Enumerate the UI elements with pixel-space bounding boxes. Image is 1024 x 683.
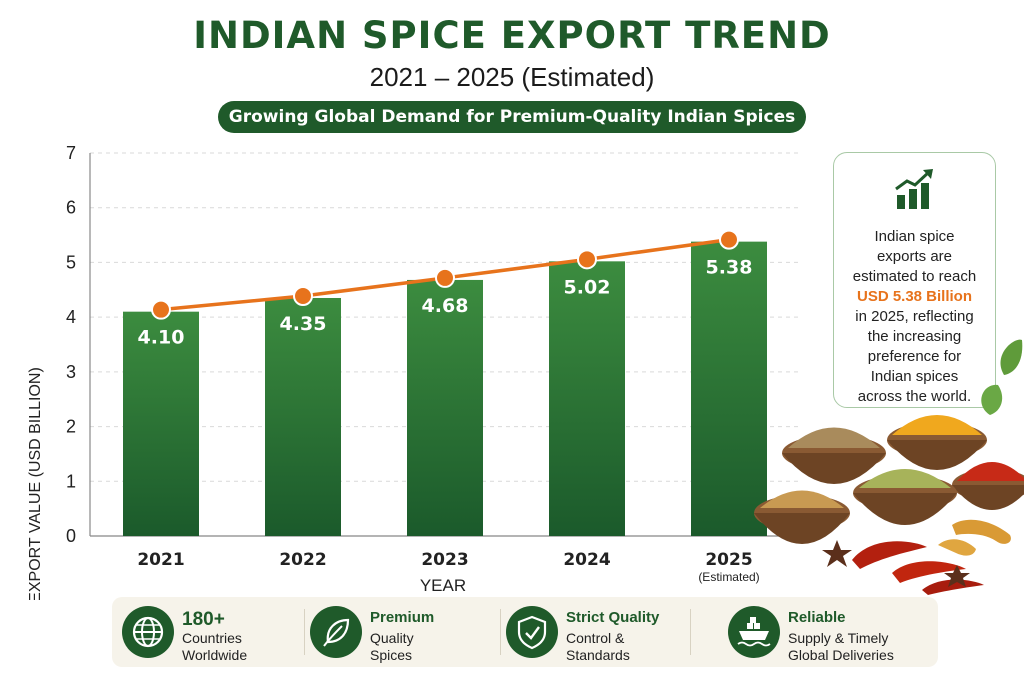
x-tick-label: 2021: [137, 550, 184, 570]
bars: [123, 241, 767, 536]
feature-title: Strict Quality: [566, 609, 660, 626]
spice-bowls-illustration: [754, 339, 1024, 595]
value-label: 5.02: [564, 276, 611, 298]
y-tick-label: 1: [66, 471, 76, 491]
value-label: 4.10: [138, 327, 185, 349]
globe-icon: [132, 616, 164, 648]
y-tick-label: 6: [66, 198, 76, 218]
y-tick-label: 7: [66, 143, 76, 163]
page-subtitle: 2021 – 2025 (Estimated): [369, 62, 655, 92]
trend-point: [293, 285, 313, 306]
bar-2025: [691, 241, 767, 536]
trend-point: [435, 267, 455, 288]
x-tick-label: 2023: [421, 550, 468, 570]
leaf-icon: [323, 618, 350, 647]
highlight-value: USD 5.38 Billion: [856, 288, 973, 305]
feature-title: Premium: [370, 609, 435, 626]
y-tick-label: 4: [66, 307, 76, 327]
feature-title: 180+: [182, 609, 225, 630]
y-axis-label: EXPORT VALUE (USD BILLION): [27, 367, 44, 600]
feature-title: Reliable: [788, 609, 846, 626]
y-tick-label: 5: [66, 252, 76, 272]
cargo-ship-icon: [737, 617, 771, 647]
value-label: 5.38: [706, 257, 753, 279]
x-axis-ticks: 2021 2022 2023 2024 2025(Estimated): [137, 550, 759, 584]
insight-card: Indian spice exports are estimated to re…: [833, 152, 996, 408]
y-axis-ticks: 0 1 2 3 4 5 6 7: [66, 143, 76, 546]
y-tick-label: 3: [66, 362, 76, 382]
trend-point: [151, 299, 171, 320]
features-strip: 180+ Countries Worldwide Premium Quality…: [112, 597, 938, 667]
bar-2024: [549, 261, 625, 536]
y-tick-label: 2: [66, 417, 76, 437]
growth-chart-icon: [894, 169, 933, 209]
x-tick-label: 2025: [705, 550, 752, 570]
trend-line: [151, 229, 739, 320]
y-tick-label: 0: [66, 526, 76, 546]
bar-2021: [123, 311, 199, 536]
insight-text: Indian spice exports are estimated to re…: [834, 227, 995, 407]
x-tick-label: 2024: [563, 550, 610, 570]
shield-check-icon: [517, 615, 547, 650]
trend-point: [719, 229, 739, 250]
value-label: 4.68: [422, 295, 469, 317]
page-title: INDIAN SPICE EXPORT TREND: [193, 14, 831, 57]
x-tick-note: (Estimated): [698, 570, 759, 584]
x-tick-label: 2022: [279, 550, 326, 570]
x-axis-label: YEAR: [420, 576, 466, 595]
bar-2023: [407, 279, 483, 536]
value-label: 4.35: [280, 313, 327, 335]
tagline-ribbon: Growing Global Demand for Premium-Qualit…: [218, 101, 806, 133]
bar-2022: [265, 297, 341, 536]
value-labels: 4.10 4.35 4.68 5.02 5.38: [138, 257, 753, 349]
trend-point: [577, 249, 597, 270]
